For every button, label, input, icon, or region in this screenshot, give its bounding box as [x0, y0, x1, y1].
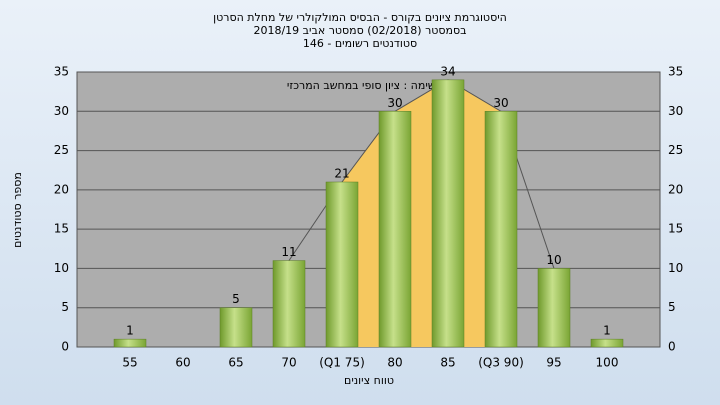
- y-axis-label: מספר סטודנטים: [11, 172, 24, 248]
- bar: [484, 111, 518, 348]
- y2-tick-label: 20: [668, 182, 683, 196]
- y2-tick-label: 0: [668, 340, 676, 354]
- bar: [325, 181, 359, 348]
- x-tick-label: 65: [228, 356, 243, 370]
- chart-title: היסטוגרמת ציונים בקורס - הבסיס המולקולרי…: [213, 11, 507, 24]
- data-label: 1: [603, 324, 611, 338]
- y2-tick-label: 10: [668, 261, 683, 275]
- bar: [431, 79, 465, 348]
- x-tick-label: 95: [546, 356, 561, 370]
- bar: [272, 260, 306, 348]
- y-tick-label: 20: [54, 182, 69, 196]
- bar: [219, 307, 253, 348]
- bar: [590, 338, 624, 348]
- chart-subtitle: בסמסטר (02/2018) סמסטר אביב 2018/19: [253, 24, 466, 37]
- y-tick-label: 0: [61, 340, 69, 354]
- x-tick-label: (Q1 75): [319, 356, 365, 370]
- y2-tick-label: 25: [668, 143, 683, 157]
- data-label: 34: [440, 64, 455, 78]
- data-label: 21: [334, 167, 349, 181]
- bar: [378, 111, 412, 348]
- y2-tick-label: 30: [668, 104, 683, 118]
- y-tick-label: 35: [54, 65, 69, 79]
- x-tick-label: 60: [175, 356, 190, 370]
- y-tick-label: 30: [54, 104, 69, 118]
- x-tick-label: 55: [122, 356, 137, 370]
- y2-tick-label: 35: [668, 65, 683, 79]
- x-tick-label: 85: [440, 356, 455, 370]
- bar: [113, 338, 147, 348]
- y2-tick-label: 5: [668, 300, 676, 314]
- data-label: 30: [387, 96, 402, 110]
- data-label: 5: [232, 292, 240, 306]
- data-label: 10: [546, 253, 561, 267]
- y-tick-label: 5: [61, 300, 69, 314]
- x-tick-label: 70: [281, 356, 296, 370]
- x-tick-label: (Q3 90): [478, 356, 524, 370]
- y-tick-label: 25: [54, 143, 69, 157]
- y-tick-label: 15: [54, 222, 69, 236]
- chart-subtitle: סטודנטים רשומים - 146: [303, 37, 417, 50]
- bar: [537, 268, 571, 348]
- data-label: 30: [493, 96, 508, 110]
- x-tick-label: 80: [387, 356, 402, 370]
- data-label: 11: [281, 245, 296, 259]
- y2-tick-label: 15: [668, 222, 683, 236]
- y-tick-label: 10: [54, 261, 69, 275]
- x-axis-label: טווח ציונים: [344, 374, 394, 387]
- data-label: 1: [126, 324, 134, 338]
- annotation: משימה : ציון סופי במחשב המרכזי: [287, 79, 443, 92]
- x-tick-label: 100: [596, 356, 619, 370]
